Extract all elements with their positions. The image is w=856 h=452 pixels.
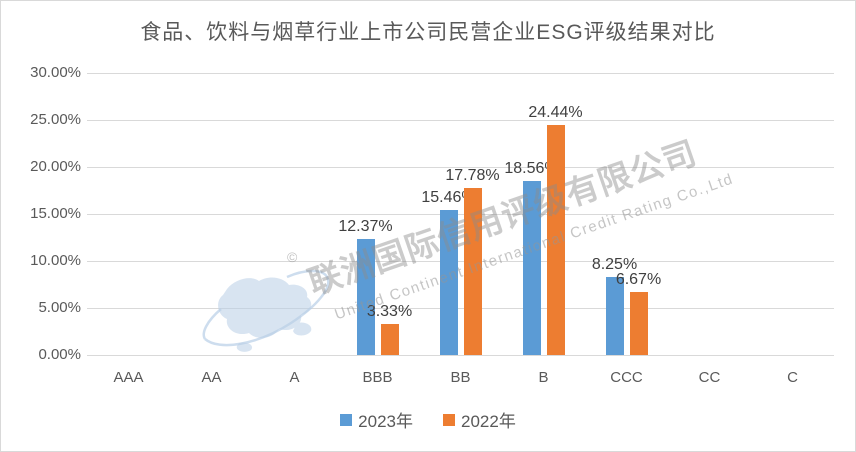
bar-2022年-BB <box>463 187 482 355</box>
legend-swatch-2023 <box>340 413 353 426</box>
y-axis-tick-label: 10.00% <box>30 252 81 269</box>
x-axis-label-BBB: BBB <box>362 369 393 386</box>
y-axis-tick-label: 15.00% <box>30 205 81 222</box>
data-label-2023年-BB: 15.46% <box>421 188 476 206</box>
x-axis-label-B: B <box>538 369 549 386</box>
data-label-2022年-BB: 17.78% <box>445 166 500 184</box>
x-axis-label-C: C <box>787 369 798 386</box>
x-axis-label-AAA: AAA <box>113 369 144 386</box>
bar-2023年-CCC <box>605 277 624 355</box>
copyright-icon: © <box>287 249 298 265</box>
x-axis-label-CCC: CCC <box>610 369 643 386</box>
legend-swatch-2022 <box>443 413 455 426</box>
bar-2023年-BB <box>439 209 458 355</box>
gridline <box>87 120 834 121</box>
gridline <box>87 355 834 356</box>
y-axis-tick-label: 20.00% <box>30 158 81 175</box>
gridline <box>87 261 834 262</box>
gridline <box>87 73 834 74</box>
bar-2022年-CCC <box>629 292 648 355</box>
gridline <box>87 214 834 215</box>
y-axis-tick-label: 25.00% <box>30 111 81 128</box>
bar-2022年-BBB <box>380 323 399 355</box>
x-axis-label-CC: CC <box>698 369 721 386</box>
data-label-2022年-B: 24.44% <box>528 104 583 122</box>
legend-item-2023: 2023年 <box>340 407 413 432</box>
legend-label-2023: 2023年 <box>358 412 413 431</box>
data-label-2022年-CCC: 6.67% <box>615 271 662 289</box>
y-axis-tick-label: 5.00% <box>38 299 81 316</box>
data-label-2023年-CCC: 8.25% <box>591 256 638 274</box>
y-axis-tick-label: 30.00% <box>30 64 81 81</box>
x-axis-label-BB: BB <box>450 369 471 386</box>
data-label-2022年-BBB: 3.33% <box>366 302 413 320</box>
bar-2023年-BBB <box>356 238 375 355</box>
y-axis-tick-label: 0.00% <box>38 346 81 363</box>
gridline <box>87 308 834 309</box>
bar-2023年-B <box>522 180 541 355</box>
legend-label-2022: 2022年 <box>461 412 516 431</box>
legend-item-2022: 2022年 <box>443 407 516 432</box>
x-axis-label-A: A <box>289 369 300 386</box>
gridline <box>87 167 834 168</box>
data-label-2023年-BBB: 12.37% <box>338 217 393 235</box>
chart-title: 食品、饮料与烟草行业上市公司民营企业ESG评级结果对比 <box>140 21 716 44</box>
data-label-2023年-B: 18.56% <box>504 159 559 177</box>
x-axis-label-AA: AA <box>201 369 222 386</box>
globe-watermark-icon <box>202 269 330 352</box>
bar-2022年-B <box>546 125 565 355</box>
legend: 2023年 2022年 <box>1 407 855 432</box>
